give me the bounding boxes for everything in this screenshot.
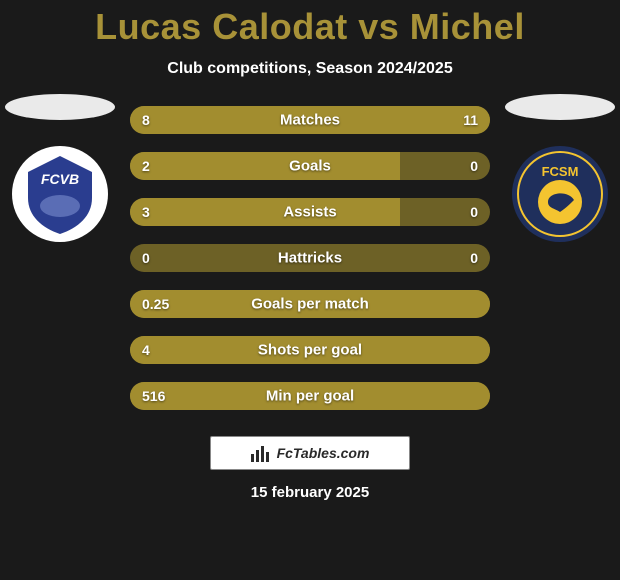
stat-label: Min per goal [266,388,354,405]
stat-bar-left [130,152,400,180]
stat-value-right: 11 [463,112,478,128]
stat-row: 516 Min per goal [130,382,490,410]
chart-icon [251,444,271,462]
brand-logo: FcTables.com [210,436,410,470]
side-right: FCSM [500,94,620,244]
subtitle: Club competitions, Season 2024/2025 [0,60,620,78]
stat-row: 4 Shots per goal [130,336,490,364]
comparison-content: FCVB FCSM 8 11 Matches 2 0 Goals 3 0 Assists 0 0 Ha… [0,106,620,410]
stat-value-left: 2 [142,158,150,174]
stat-label: Assists [283,204,336,221]
stat-bar-left [130,198,400,226]
stat-row: 0 0 Hattricks [130,244,490,272]
stat-value-left: 4 [142,342,150,358]
stat-value-left: 8 [142,112,150,128]
stat-value-left: 0.25 [142,296,169,312]
club-badge-left: FCVB [10,144,110,244]
stat-bar-left [130,106,281,134]
stat-label: Goals per match [251,296,369,313]
stat-row: 3 0 Assists [130,198,490,226]
stat-value-right: 0 [470,158,478,174]
player-silhouette-right [505,94,615,120]
stat-label: Shots per goal [258,342,362,359]
player-b-name: Michel [410,6,525,47]
side-left: FCVB [0,94,120,244]
stat-row: 8 11 Matches [130,106,490,134]
page-title: Lucas Calodat vs Michel [0,0,620,48]
stat-value-right: 0 [470,250,478,266]
stat-label: Hattricks [278,250,342,267]
stat-value-left: 0 [142,250,150,266]
badge-right-label: FCSM [542,164,579,179]
brand-text: FcTables.com [277,445,370,461]
vs-text: vs [358,6,399,47]
footer-date: 15 february 2025 [0,484,620,501]
club-badge-right-icon: FCSM [510,144,610,244]
club-badge-left-icon: FCVB [10,144,110,244]
stat-label: Matches [280,112,340,129]
stat-value-right: 0 [470,204,478,220]
badge-left-label: FCVB [41,171,79,187]
stat-value-left: 3 [142,204,150,220]
stat-label: Goals [289,158,331,175]
stat-value-left: 516 [142,388,165,404]
player-a-name: Lucas Calodat [95,6,348,47]
stat-row: 0.25 Goals per match [130,290,490,318]
stats-list: 8 11 Matches 2 0 Goals 3 0 Assists 0 0 Hattricks 0.2… [130,106,490,410]
player-silhouette-left [5,94,115,120]
stat-row: 2 0 Goals [130,152,490,180]
club-badge-right: FCSM [510,144,610,244]
